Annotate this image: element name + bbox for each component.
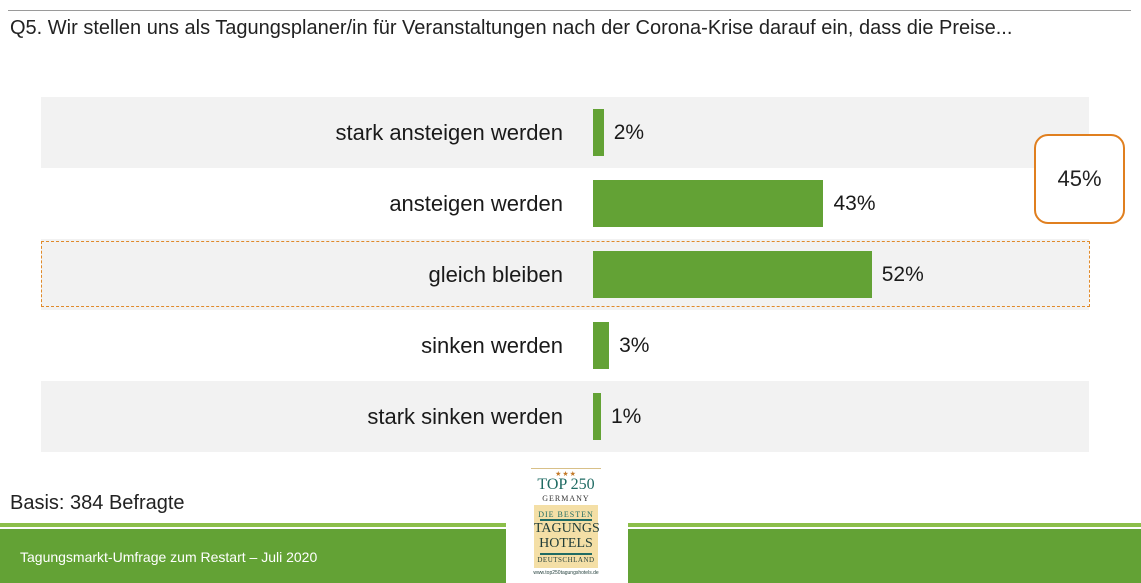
logo-best-text: DIE BESTEN [538,510,594,519]
logo-url: www.top250tagungshotels.de [533,570,599,576]
bar [593,251,872,298]
bar-value-label: 1% [611,404,642,428]
question-title: Q5. Wir stellen uns als Tagungsplaner/in… [10,17,1013,39]
logo-tagungs-text: TAGUNGS [534,521,600,536]
logo-divider [540,553,592,555]
row-background [41,97,1089,168]
bar [593,180,824,227]
category-label: gleich bleiben [428,261,563,287]
top250-logo: ★★★ TOP 250 GERMANY DIE BESTEN TAGUNGS H… [531,468,601,580]
logo-deutschland-text: DEUTSCHLAND [537,556,595,564]
row-background [41,168,1089,239]
category-label: sinken werden [421,332,563,358]
logo-divider [540,519,592,521]
logo-stars: ★★★ [555,470,577,478]
footer-accent-line [0,523,506,527]
row-background [41,310,1089,381]
logo-gold-panel: DIE BESTEN TAGUNGS HOTELS DEUTSCHLAND [534,505,600,568]
callout-box: 45% [1034,134,1125,224]
logo-top-text: TOP 250 [537,476,595,493]
bar [593,109,604,156]
bar-value-label: 3% [619,333,650,357]
logo-hotels-text: HOTELS [539,536,593,551]
bar-value-label: 52% [881,262,924,286]
category-label: stark ansteigen werden [335,119,563,145]
top-rule [8,10,1131,11]
logo-germany-text: GERMANY [542,494,590,503]
bar-value-label: 2% [613,120,645,144]
basis-note: Basis: 384 Befragte [10,492,185,514]
row-background [41,239,1089,310]
footer-text: Tagungsmarkt-Umfrage zum Restart – Juli … [20,549,318,565]
bar-value-label: 43% [833,191,876,215]
bar [593,393,601,440]
category-label: stark sinken werden [367,403,563,429]
callout-value: 45% [1057,166,1102,191]
footer-bar [628,529,1141,583]
footer-accent-line [628,523,1141,527]
row-background [41,381,1089,452]
bar [593,322,610,369]
footer-bar [0,529,506,583]
category-label: ansteigen werden [389,190,563,216]
